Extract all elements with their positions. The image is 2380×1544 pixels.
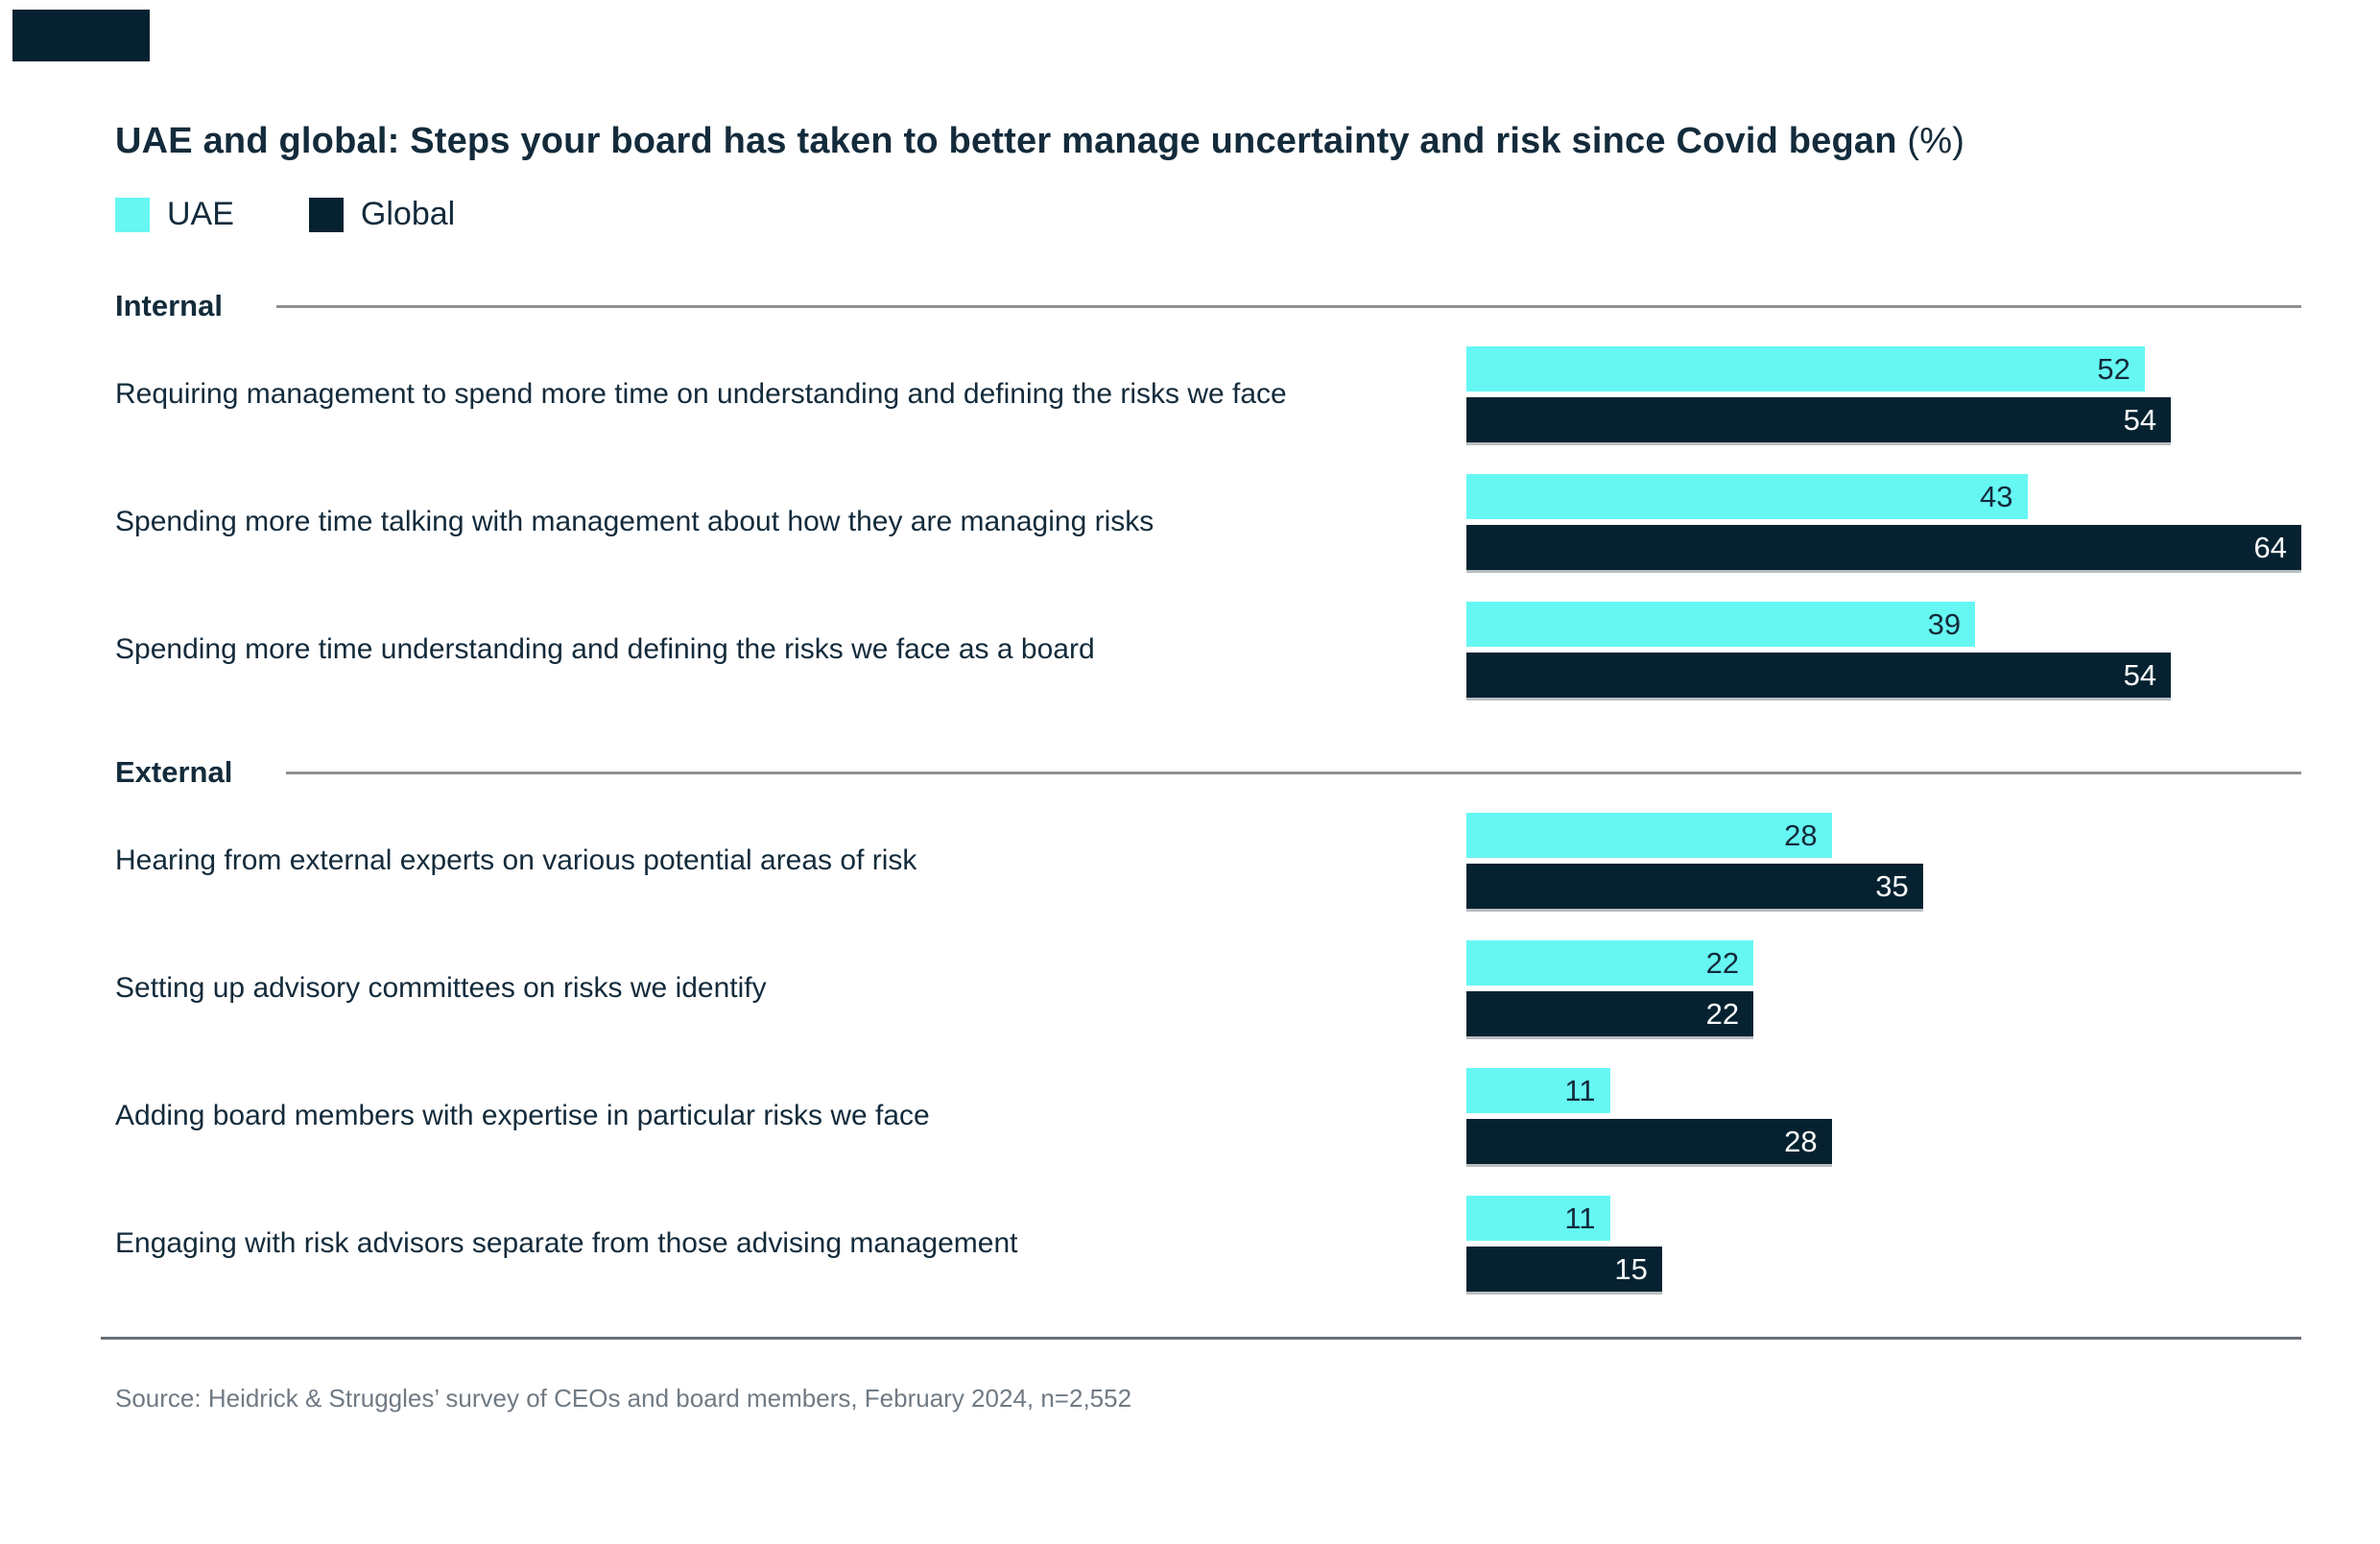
global-bar: 54 — [1466, 653, 2172, 698]
bar-value: 54 — [2123, 402, 2157, 437]
global-bar: 35 — [1466, 864, 1923, 909]
category-label: Setting up advisory committees on risks … — [115, 972, 767, 1004]
bar-value: 11 — [1564, 1073, 1596, 1107]
category-label: Adding board members with expertise in p… — [115, 1100, 930, 1131]
uae-bar: 28 — [1466, 813, 1832, 858]
category-label: Spending more time understanding and def… — [115, 633, 1095, 665]
chart-row: Engaging with risk advisors separate fro… — [115, 1196, 2301, 1292]
chart-row: Spending more time understanding and def… — [115, 602, 2301, 698]
global-bar: 54 — [1466, 397, 2172, 442]
category-label: Engaging with risk advisors separate fro… — [115, 1227, 1018, 1259]
chart-title-main: UAE and global: Steps your board has tak… — [115, 121, 1897, 161]
bar-value: 28 — [1784, 1124, 1818, 1158]
chart-row: Adding board members with expertise in p… — [115, 1068, 2301, 1164]
chart-title: UAE and global: Steps your board has tak… — [115, 119, 2301, 163]
category-label: Hearing from external experts on various… — [115, 844, 917, 876]
global-legend-label: Global — [360, 196, 456, 232]
bar-value: 52 — [2097, 351, 2130, 386]
global-bar: 64 — [1466, 525, 2301, 570]
uae-bar: 11 — [1466, 1196, 1610, 1241]
source-note: Source: Heidrick & Struggles’ survey of … — [115, 1384, 1132, 1413]
chart-container: UAE and global: Steps your board has tak… — [101, 0, 2301, 1413]
category-label: Spending more time talking with manageme… — [115, 506, 1154, 537]
uae-bar: 11 — [1466, 1068, 1610, 1113]
bar-pair: 11 28 — [1466, 1068, 2301, 1164]
section-header-internal: Internal — [115, 289, 2301, 323]
bar-pair: 52 54 — [1466, 346, 2301, 442]
bar-value: 22 — [1705, 996, 1740, 1031]
chart-row: Spending more time talking with manageme… — [115, 474, 2301, 570]
uae-bar: 22 — [1466, 940, 1754, 986]
bar-value: 35 — [1875, 868, 1909, 903]
brand-corner-block — [12, 10, 150, 61]
section-rule — [275, 304, 2301, 308]
chart-row: Requiring management to spend more time … — [115, 346, 2301, 442]
global-bar: 22 — [1466, 991, 1754, 1036]
chart-row: Hearing from external experts on various… — [115, 813, 2301, 909]
bar-value: 15 — [1614, 1251, 1648, 1286]
bar-pair: 43 64 — [1466, 474, 2301, 570]
bar-value: 43 — [1980, 479, 2013, 513]
legend: UAE Global — [115, 196, 2301, 233]
bar-value: 11 — [1564, 1200, 1596, 1235]
global-bar: 15 — [1466, 1247, 1662, 1292]
bar-pair: 28 35 — [1466, 813, 2301, 909]
bar-pair: 39 54 — [1466, 602, 2301, 698]
bar-value: 28 — [1784, 818, 1818, 852]
legend-item-global: Global — [308, 196, 456, 233]
chart-title-unit: (%) — [1896, 121, 1965, 161]
section-header-external: External — [115, 755, 2301, 790]
legend-item-uae: UAE — [115, 196, 234, 233]
uae-bar: 52 — [1466, 346, 2145, 392]
bar-value: 22 — [1705, 945, 1740, 980]
section-rule — [286, 771, 2301, 774]
bar-value: 64 — [2253, 530, 2287, 564]
chart-row: Setting up advisory committees on risks … — [115, 940, 2301, 1036]
uae-legend-swatch — [115, 197, 150, 232]
bar-value: 54 — [2123, 657, 2157, 692]
category-label: Requiring management to spend more time … — [115, 378, 1287, 410]
uae-legend-label: UAE — [167, 196, 234, 232]
uae-bar: 39 — [1466, 602, 1976, 647]
global-bar: 28 — [1466, 1119, 1832, 1164]
section-title: Internal — [115, 289, 223, 322]
bar-pair: 22 22 — [1466, 940, 2301, 1036]
bar-pair: 11 15 — [1466, 1196, 2301, 1292]
bar-value: 39 — [1927, 606, 1962, 641]
footer-divider — [101, 1337, 2301, 1340]
section-title: External — [115, 755, 233, 789]
uae-bar: 43 — [1466, 474, 2028, 519]
global-legend-swatch — [308, 197, 344, 232]
